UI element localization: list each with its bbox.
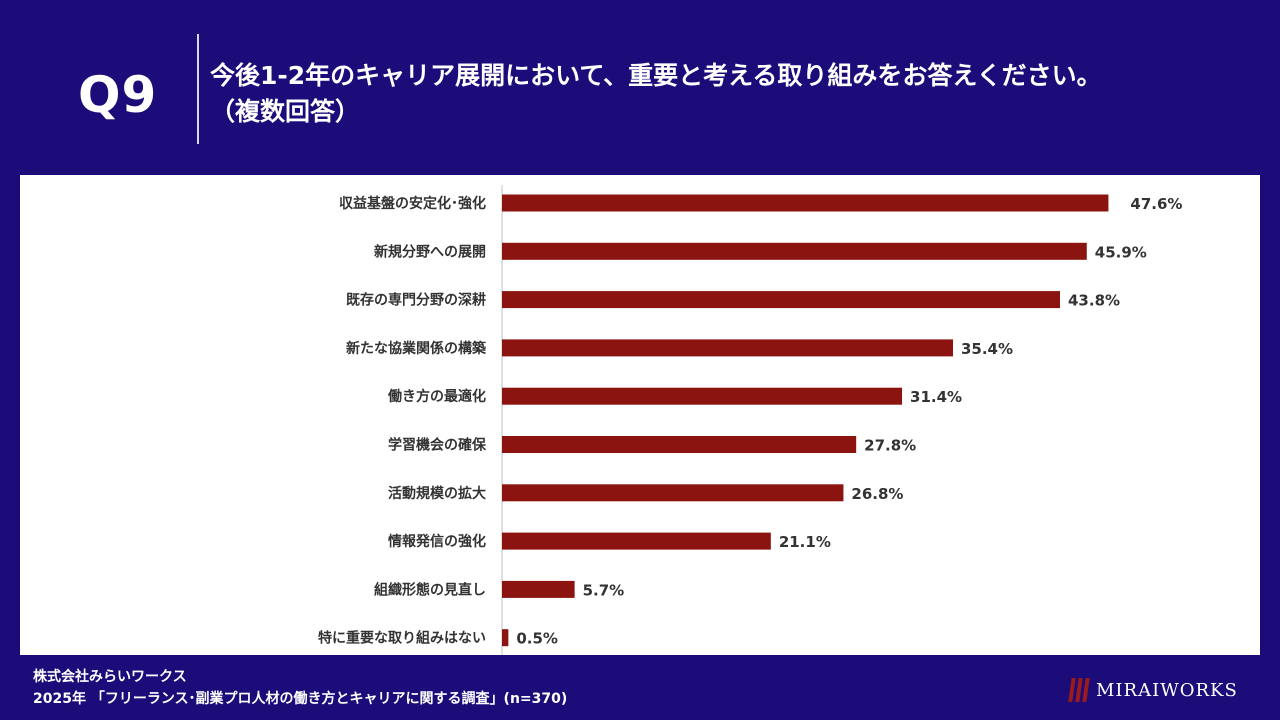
company-logo: MIRAIWORKS <box>1068 676 1238 704</box>
value-label: 31.4% <box>910 388 962 406</box>
logo-mark-icon <box>1068 678 1090 702</box>
question-text: 今後1-2年のキャリア展開において、重要と考える取り組みをお答えください。 <box>210 61 1102 90</box>
value-label: 27.8% <box>864 437 916 455</box>
value-label: 35.4% <box>961 340 1013 358</box>
bar <box>502 532 771 550</box>
logo-text: MIRAIWORKS <box>1096 679 1238 701</box>
category-label: 組織形態の見直し <box>374 581 486 598</box>
bar-chart: 収益基盤の安定化･強化 47.6% 新規分野への展開 45.9% 既存の専門分野の深耕 4… <box>318 185 1182 655</box>
bar <box>502 339 953 357</box>
footer: 株式会社みらいワークス 2025年 「フリーランス･副業プロ人材の働き方とキャリ… <box>33 666 567 710</box>
bar <box>502 436 857 453</box>
value-label: 47.6% <box>1130 195 1182 213</box>
category-label: 特に重要な取り組みはない <box>318 630 486 647</box>
category-label: 学習機会の確保 <box>388 437 487 454</box>
category-label: 働き方の最適化 <box>387 388 486 405</box>
footer-survey: 2025年 「フリーランス･副業プロ人材の働き方とキャリアに関する調査」(n=3… <box>33 691 568 707</box>
question-title: 今後1-2年のキャリア展開において、重要と考える取り組みをお答えください。 （複… <box>210 58 1250 130</box>
value-label: 43.8% <box>1068 292 1120 310</box>
value-label: 5.7% <box>583 581 625 599</box>
value-label: 21.1% <box>779 533 831 551</box>
bar <box>502 580 575 598</box>
value-label: 26.8% <box>851 485 903 503</box>
category-label: 活動規模の拡大 <box>388 485 486 502</box>
category-label: 情報発信の強化 <box>388 533 486 550</box>
question-number: Q9 <box>78 66 158 124</box>
header-divider <box>197 34 199 144</box>
value-label: 0.5% <box>516 630 558 648</box>
bar <box>502 291 1061 309</box>
bar <box>502 629 509 647</box>
category-label: 既存の専門分野の深耕 <box>346 292 486 309</box>
bar <box>502 194 1109 212</box>
footer-company: 株式会社みらいワークス <box>33 669 187 685</box>
category-label: 新規分野への展開 <box>374 243 486 260</box>
question-note: （複数回答） <box>210 97 361 126</box>
chart-panel: 収益基盤の安定化･強化 47.6% 新規分野への展開 45.9% 既存の専門分野の深耕 4… <box>20 175 1260 655</box>
bar <box>502 387 903 405</box>
value-label: 45.9% <box>1095 243 1147 261</box>
bar <box>502 242 1087 260</box>
bar <box>502 484 844 502</box>
category-label: 新たな協業関係の構築 <box>346 340 487 357</box>
category-label: 収益基盤の安定化･強化 <box>339 195 486 212</box>
